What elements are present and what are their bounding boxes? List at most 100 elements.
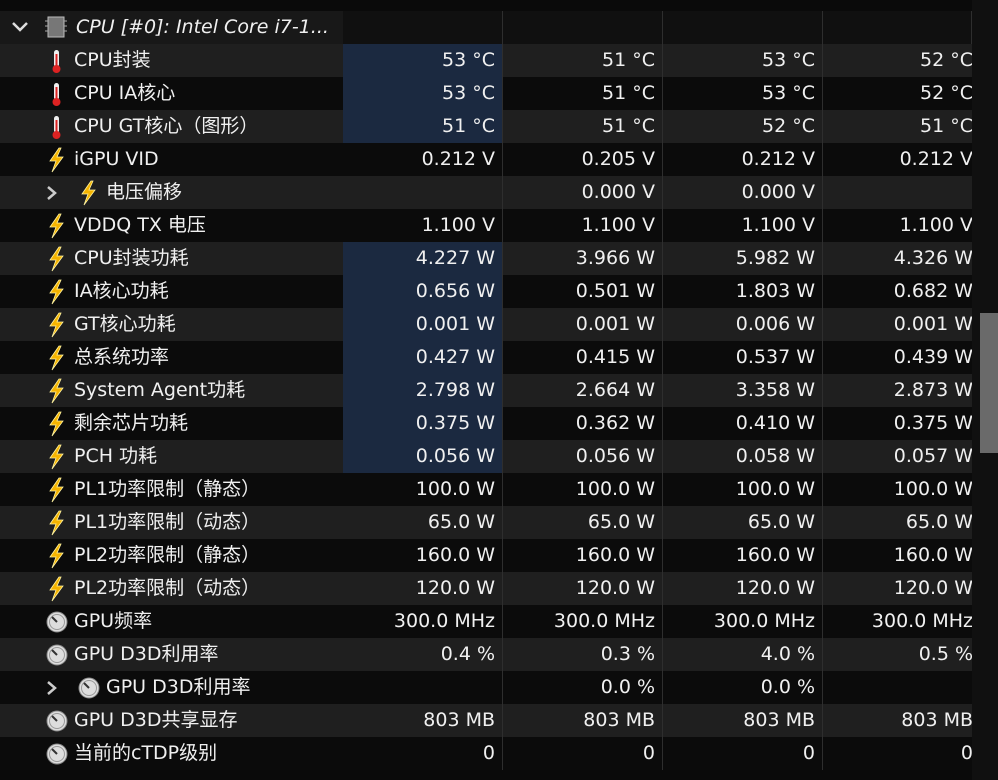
sensor-row[interactable]: iGPU VID 0.212 V 0.205 V 0.212 V 0.212 V (0, 143, 972, 176)
value-cell: 5.982 W (663, 242, 823, 275)
value-cell (823, 176, 972, 209)
bolt-icon (46, 378, 70, 410)
sensor-label: 电压偏移 (106, 181, 183, 203)
gauge-icon (46, 708, 70, 740)
cell (823, 11, 972, 44)
value-cell: 300.0 MHz (663, 605, 823, 638)
value-cell: 0.056 W (503, 440, 663, 473)
value-cell: 51 °C (920, 115, 973, 137)
value-cell: 53 °C (343, 44, 503, 77)
value-cell: 0.212 V (343, 143, 503, 176)
value-cell: 100.0 W (663, 473, 823, 506)
sensor-row[interactable]: IA核心功耗 0.656 W 0.501 W 1.803 W 0.682 W (0, 275, 972, 308)
sensor-label: PL2功率限制（动态） (74, 577, 261, 599)
cell (343, 11, 503, 44)
value-cell: 52 °C (663, 110, 823, 143)
sensor-label: PL1功率限制（动态） (74, 511, 261, 533)
value-cell: 0.205 V (503, 143, 663, 176)
value-cell: 0 (960, 742, 973, 764)
value-cell: 2.798 W (343, 374, 503, 407)
value-cell: 53 °C (663, 44, 823, 77)
value-cell: 803 MB (343, 704, 503, 737)
value-cell: 0.415 W (503, 341, 663, 374)
bolt-icon (46, 543, 70, 575)
bolt-icon (46, 477, 70, 509)
sensor-row[interactable]: GT核心功耗 0.001 W 0.001 W 0.006 W 0.001 W (0, 308, 972, 341)
sensor-row[interactable]: 剩余芯片功耗 0.375 W 0.362 W 0.410 W 0.375 W (0, 407, 972, 440)
value-cell: 0.5 % (918, 643, 973, 665)
scrollbar-thumb[interactable] (980, 313, 998, 453)
value-cell: 0.410 W (663, 407, 823, 440)
expand-chevron[interactable] (44, 679, 60, 702)
sensor-label: CPU IA核心 (74, 82, 176, 104)
expand-chevron[interactable] (44, 184, 60, 207)
sensor-row[interactable]: CPU封装 53 °C 51 °C 53 °C 52 °C (0, 44, 972, 77)
thermometer-icon (46, 48, 70, 80)
value-cell: 0.656 W (343, 275, 503, 308)
sensor-row[interactable]: PL2功率限制（动态） 120.0 W 120.0 W 120.0 W 120.0 W (0, 572, 972, 605)
group-title: CPU [#0]: Intel Core i7-1... (76, 16, 329, 38)
sensor-label: PCH 功耗 (74, 445, 158, 467)
value-cell: 0.000 V (663, 176, 823, 209)
value-cell: 803 MB (503, 704, 663, 737)
sensor-row[interactable]: PL2功率限制（静态） 160.0 W 160.0 W 160.0 W 160.0 W (0, 539, 972, 572)
group-header[interactable]: CPU [#0]: Intel Core i7-1... (0, 11, 972, 44)
value-cell: 1.100 V (899, 214, 973, 236)
value-cell: 0.439 W (893, 346, 973, 368)
value-cell: 160.0 W (893, 544, 973, 566)
value-cell: 100.0 W (893, 478, 973, 500)
value-cell: 53 °C (663, 77, 823, 110)
collapse-chevron[interactable] (10, 19, 30, 35)
value-cell: 120.0 W (663, 572, 823, 605)
sensor-label: PL1功率限制（静态） (74, 478, 261, 500)
value-cell: 0 (343, 737, 503, 770)
value-cell: 0.056 W (343, 440, 503, 473)
value-cell: 0.362 W (503, 407, 663, 440)
sensor-row[interactable]: GPU D3D利用率 0.0 % 0.0 % (0, 671, 972, 704)
sensor-row[interactable]: VDDQ TX 电压 1.100 V 1.100 V 1.100 V 1.100 V (0, 209, 972, 242)
value-cell: 52 °C (920, 49, 973, 71)
value-cell: 52 °C (920, 82, 973, 104)
value-cell: 0.0 % (663, 671, 823, 704)
sensor-label: System Agent功耗 (74, 379, 246, 401)
value-cell (343, 671, 503, 704)
sensor-row[interactable]: System Agent功耗 2.798 W 2.664 W 3.358 W 2.873… (0, 374, 972, 407)
sensor-row[interactable]: GPU D3D共享显存 803 MB 803 MB 803 MB 803 MB (0, 704, 972, 737)
sensor-label: CPU封装 (74, 49, 151, 71)
bolt-icon (46, 246, 70, 278)
value-cell: 0.057 W (893, 445, 973, 467)
gauge-icon (78, 675, 102, 707)
value-cell: 300.0 MHz (343, 605, 503, 638)
value-cell: 2.664 W (503, 374, 663, 407)
value-cell: 0.501 W (503, 275, 663, 308)
value-cell: 51 °C (503, 44, 663, 77)
value-cell: 0.375 W (893, 412, 973, 434)
value-cell (343, 176, 503, 209)
sensor-label: 总系统功率 (74, 346, 170, 368)
sensor-row[interactable]: CPU IA核心 53 °C 51 °C 53 °C 52 °C (0, 77, 972, 110)
sensor-row[interactable]: CPU封装功耗 4.227 W 3.966 W 5.982 W 4.326 W (0, 242, 972, 275)
sensor-label: VDDQ TX 电压 (74, 214, 206, 236)
value-cell: 4.227 W (343, 242, 503, 275)
sensor-row[interactable]: GPU D3D利用率 0.4 % 0.3 % 4.0 % 0.5 % (0, 638, 972, 671)
sensor-row[interactable]: GPU频率 300.0 MHz 300.0 MHz 300.0 MHz 300.0 MH… (0, 605, 972, 638)
value-cell: 0.537 W (663, 341, 823, 374)
value-cell: 51 °C (503, 77, 663, 110)
bolt-icon (46, 411, 70, 443)
gauge-icon (46, 642, 70, 674)
sensor-row[interactable]: CPU GT核心（图形） 51 °C 51 °C 52 °C 51 °C (0, 110, 972, 143)
sensor-row[interactable]: 当前的cTDP级别 0 0 0 0 (0, 737, 972, 770)
sensor-row[interactable]: 电压偏移 0.000 V 0.000 V (0, 176, 972, 209)
sensor-label: GPU频率 (74, 610, 153, 632)
value-cell: 120.0 W (893, 577, 973, 599)
sensor-row[interactable]: PL1功率限制（静态） 100.0 W 100.0 W 100.0 W 100.0 W (0, 473, 972, 506)
sensor-row[interactable]: PCH 功耗 0.056 W 0.056 W 0.058 W 0.057 W (0, 440, 972, 473)
value-cell: 0.0 % (503, 671, 663, 704)
value-cell: 51 °C (503, 110, 663, 143)
cell (663, 11, 823, 44)
sensor-row[interactable]: 总系统功率 0.427 W 0.415 W 0.537 W 0.439 W (0, 341, 972, 374)
value-cell: 51 °C (343, 110, 503, 143)
bolt-icon (46, 444, 70, 476)
value-cell: 53 °C (343, 77, 503, 110)
sensor-row[interactable]: PL1功率限制（动态） 65.0 W 65.0 W 65.0 W 65.0 W (0, 506, 972, 539)
